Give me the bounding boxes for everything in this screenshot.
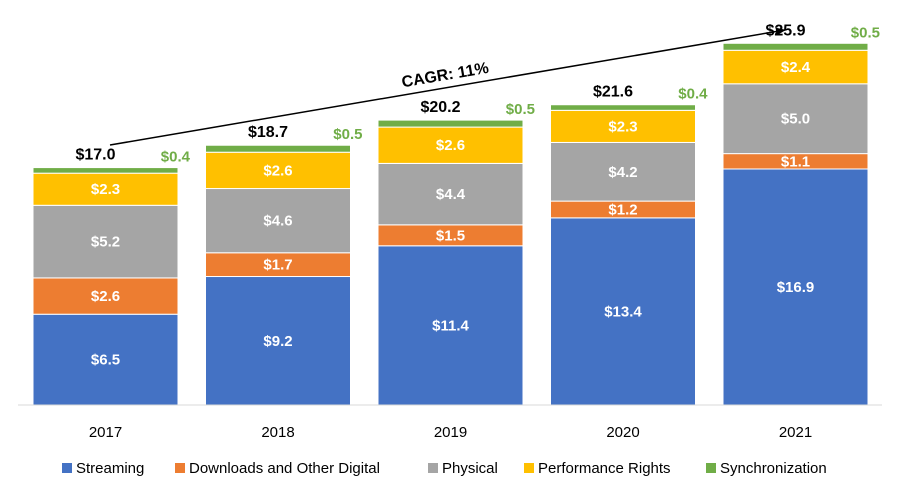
data-label-synchronization-2017: $0.4 [161, 149, 191, 166]
bar-streaming-2017 [32, 313, 179, 406]
labels-group: $6.5 $2.6 $5.2 $2.3 $0.4 $17.0 $9.2 $1.7 $4.6 $2.… [75, 22, 880, 368]
total-label-2021: $25.9 [765, 22, 805, 39]
bar-streaming-2018 [205, 276, 351, 406]
bar-physical-2018 [205, 188, 351, 254]
legend-swatch-synchronization [706, 463, 716, 473]
data-label-synchronization-2019: $0.5 [506, 101, 535, 118]
bar-streaming-2020 [550, 217, 696, 406]
x-tick-label-2017: 2017 [89, 424, 122, 441]
data-label-physical-2020: $4.2 [608, 164, 637, 181]
data-label-performance-rights-2018: $2.6 [263, 162, 292, 179]
bar-synchronization-2018 [205, 144, 351, 153]
data-label-performance-rights-2019: $2.6 [436, 137, 465, 154]
data-label-downloads-and-other-digital-2018: $1.7 [263, 257, 292, 274]
bar-physical-2019 [377, 162, 524, 226]
bar-performance-rights-2019 [377, 126, 524, 164]
total-label-2020: $21.6 [593, 84, 633, 101]
data-label-downloads-and-other-digital-2020: $1.2 [608, 201, 637, 218]
data-label-synchronization-2018: $0.5 [333, 126, 362, 143]
bar-physical-2021 [722, 83, 869, 155]
legend-swatch-performance-rights [524, 463, 534, 473]
bar-synchronization-2017 [32, 167, 179, 174]
data-label-physical-2018: $4.6 [263, 213, 292, 230]
data-label-downloads-and-other-digital-2019: $1.5 [436, 227, 465, 244]
data-label-synchronization-2021: $0.5 [851, 24, 880, 41]
data-label-physical-2019: $4.4 [436, 186, 466, 203]
data-label-downloads-and-other-digital-2017: $2.6 [91, 288, 120, 305]
bar-performance-rights-2017 [32, 172, 179, 206]
data-label-performance-rights-2017: $2.3 [91, 181, 120, 198]
data-label-performance-rights-2021: $2.4 [781, 59, 811, 76]
legend-label-downloads-and-other-digital: Downloads and Other Digital [189, 460, 380, 477]
legend-label-performance-rights: Performance Rights [538, 460, 671, 477]
x-tick-label-2020: 2020 [606, 424, 639, 441]
data-label-performance-rights-2020: $2.3 [608, 118, 637, 135]
legend-label-synchronization: Synchronization [720, 460, 827, 477]
x-tick-labels: 2017 2018 2019 2020 2021 [89, 424, 812, 441]
data-label-physical-2021: $5.0 [781, 111, 810, 128]
x-tick-label-2021: 2021 [779, 424, 812, 441]
legend-swatch-downloads-and-other-digital [175, 463, 185, 473]
total-label-2018: $18.7 [248, 124, 288, 141]
bar-synchronization-2021 [722, 42, 869, 51]
x-tick-label-2019: 2019 [434, 424, 467, 441]
data-label-synchronization-2020: $0.4 [678, 86, 708, 103]
legend-swatch-physical [428, 463, 438, 473]
bar-physical-2020 [550, 141, 696, 202]
bar-synchronization-2020 [550, 104, 696, 111]
bar-downloads-and-other-digital-2017 [32, 277, 179, 315]
cagr-label: CAGR: 11% [400, 60, 490, 92]
data-label-streaming-2018: $9.2 [263, 333, 292, 350]
data-label-streaming-2021: $16.9 [777, 279, 815, 296]
bar-synchronization-2019 [377, 119, 524, 128]
total-label-2019: $20.2 [420, 99, 460, 116]
bar-streaming-2019 [377, 245, 524, 406]
total-label-2017: $17.0 [75, 147, 115, 164]
bar-streaming-2021 [722, 168, 869, 406]
data-label-streaming-2017: $6.5 [91, 352, 120, 369]
cagr-arrow [109, 27, 786, 146]
bar-performance-rights-2018 [205, 151, 351, 190]
data-label-physical-2017: $5.2 [91, 234, 120, 251]
bars-group [32, 42, 869, 406]
x-tick-label-2018: 2018 [261, 424, 294, 441]
legend-label-streaming: Streaming [76, 460, 144, 477]
legend-swatch-streaming [62, 463, 72, 473]
data-label-streaming-2019: $11.4 [432, 317, 469, 334]
bar-performance-rights-2021 [722, 49, 869, 85]
data-label-streaming-2020: $13.4 [604, 303, 642, 320]
data-label-downloads-and-other-digital-2021: $1.1 [781, 153, 810, 170]
legend: Streaming Downloads and Other Digital Phys… [62, 460, 827, 477]
legend-label-physical: Physical [442, 460, 498, 477]
